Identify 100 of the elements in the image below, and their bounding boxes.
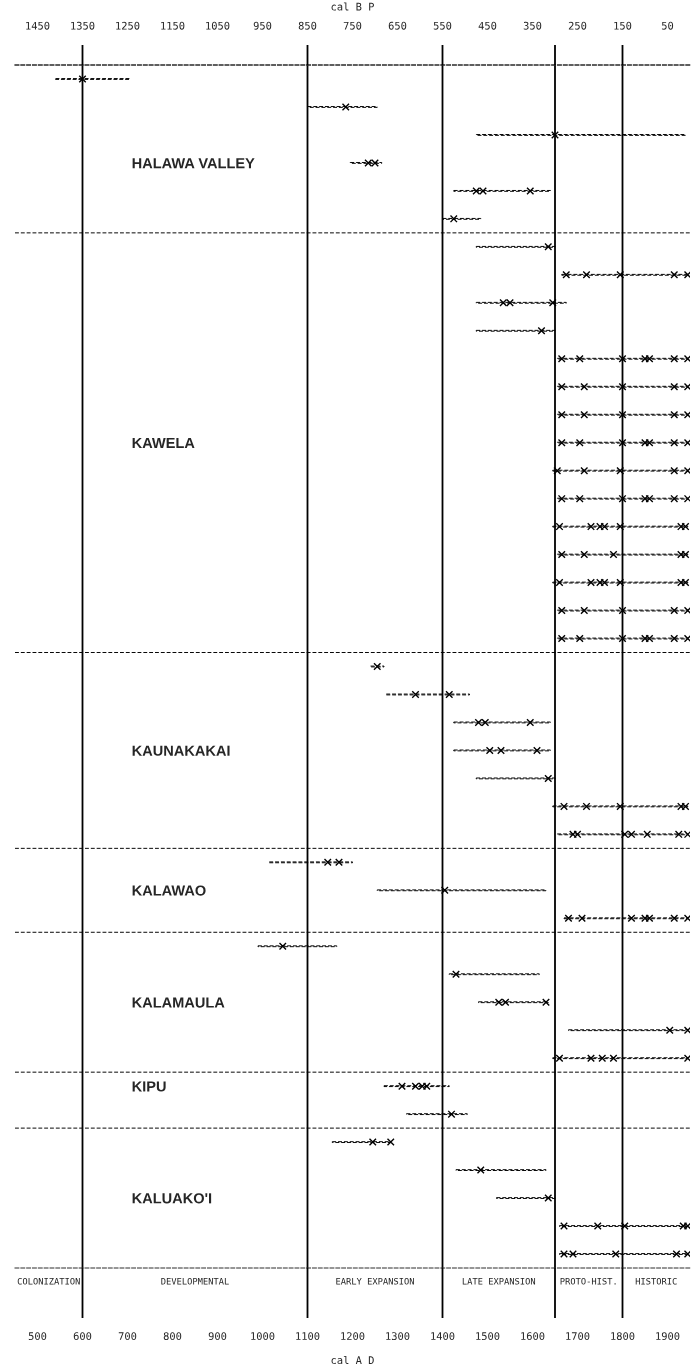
point (670, 354, 679, 363)
point (557, 382, 566, 391)
point (627, 914, 636, 923)
point (526, 718, 535, 727)
point (580, 410, 589, 419)
point (618, 354, 627, 363)
x-tick-label: 600 (73, 1332, 92, 1341)
y-tick-label: KALUAKO'I (132, 1193, 212, 1204)
point (611, 1250, 620, 1258)
point (560, 802, 568, 811)
point (537, 326, 546, 335)
y-tick-label: KALAMAULA (132, 997, 225, 1008)
point (683, 1222, 690, 1230)
text: DEVELOPMENTAL (161, 1277, 229, 1285)
point (683, 1026, 690, 1035)
point (681, 522, 690, 531)
point (645, 634, 654, 643)
point (564, 914, 573, 923)
x-tick-label: 1900 (656, 1332, 680, 1341)
point (593, 1222, 602, 1230)
x-tick-label: 800 (163, 1332, 182, 1341)
point (679, 1222, 688, 1230)
x2-tick-label: 850 (298, 21, 317, 30)
point (335, 858, 343, 867)
point (573, 830, 582, 839)
point (670, 494, 679, 503)
point (643, 830, 652, 839)
y-tick-label: KAUNAKAKAI (132, 745, 230, 756)
x2-tick-label: 350 (523, 21, 542, 30)
y-tick-label: KAWELA (132, 437, 195, 448)
x2-tick-label: 1150 (161, 21, 185, 30)
point (555, 1054, 564, 1063)
point (609, 550, 618, 559)
y-tick-label: KALAWAO (132, 885, 206, 896)
x-axis-title: cal A D (331, 1355, 374, 1365)
point (575, 494, 584, 503)
x2-tick-label: 1250 (116, 21, 140, 30)
x2-axis-title: cal B P (331, 2, 374, 11)
point (78, 75, 87, 83)
x-tick-label: 1100 (296, 1332, 320, 1341)
point (598, 1054, 607, 1063)
point (683, 634, 690, 643)
point (544, 242, 553, 251)
x2-tick-label: 650 (388, 21, 407, 30)
point (445, 690, 454, 699)
point (616, 522, 625, 531)
point (645, 354, 654, 363)
point (557, 606, 566, 615)
point (600, 578, 609, 587)
text: EARLY EXPANSION (336, 1277, 414, 1285)
point (557, 410, 566, 419)
point (645, 438, 654, 447)
y-tick-label: KIPU (132, 1081, 166, 1092)
point (533, 746, 541, 755)
point (449, 214, 458, 223)
point (544, 1194, 553, 1203)
point (683, 410, 690, 419)
point (587, 1054, 595, 1063)
point (683, 382, 690, 391)
x-tick-label: 1200 (341, 1332, 365, 1341)
x2-tick-label: 250 (568, 21, 587, 30)
point (476, 1166, 485, 1175)
point (683, 1250, 690, 1258)
x2-tick-label: 1050 (206, 21, 230, 30)
point (323, 858, 332, 867)
point (618, 634, 627, 643)
point (681, 802, 690, 811)
point (645, 494, 654, 503)
x-tick-label: 1700 (566, 1332, 590, 1341)
point (341, 103, 350, 111)
text: HISTORIC (635, 1277, 677, 1285)
point (386, 1138, 395, 1147)
point (618, 494, 627, 503)
point (665, 1026, 674, 1035)
point (553, 466, 562, 475)
x-tick-label: 1600 (521, 1332, 545, 1341)
point (670, 914, 679, 923)
point (544, 774, 553, 783)
x-tick-label: 1800 (611, 1332, 635, 1341)
point (609, 1054, 618, 1063)
x-tick-label: 1400 (431, 1332, 455, 1341)
point (618, 606, 627, 615)
point (681, 550, 690, 559)
point (447, 1110, 456, 1119)
point (557, 494, 566, 503)
point (398, 1082, 406, 1091)
point (672, 1250, 681, 1258)
point (580, 606, 589, 615)
x-tick-label: 900 (208, 1332, 227, 1341)
point (683, 494, 690, 503)
point (485, 746, 494, 755)
point (620, 1222, 629, 1230)
point (557, 438, 566, 447)
x-tick-label: 500 (28, 1332, 47, 1341)
point (440, 886, 449, 895)
y-tick-label: HALAWA VALLEY (132, 158, 255, 169)
point (551, 130, 559, 139)
point (497, 746, 505, 755)
point (670, 382, 679, 391)
x2-tick-label: 550 (433, 21, 452, 30)
